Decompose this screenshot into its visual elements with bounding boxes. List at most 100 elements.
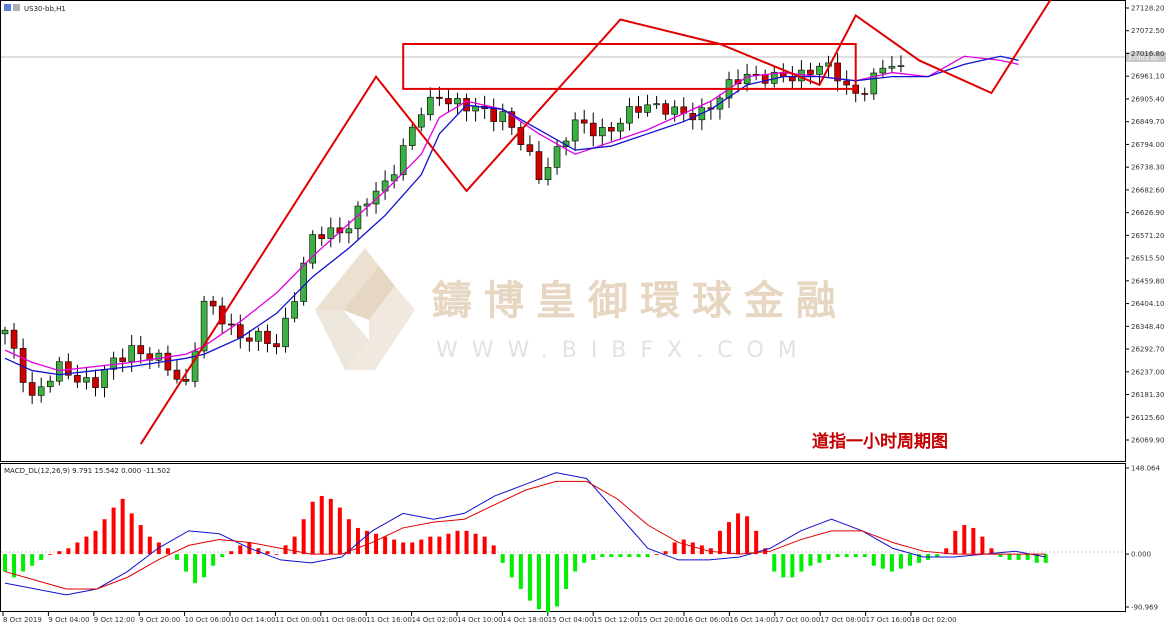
candle-body [182,378,190,382]
macd-histogram-bar [392,539,397,555]
price-axis-label: 27072.50 [1131,27,1164,35]
candle-body [807,69,814,75]
candle-body [761,74,769,84]
candle-body [309,234,317,264]
macd-histogram-bar [66,548,71,555]
macd-histogram-bar [898,554,903,569]
macd-histogram-bar [717,530,722,555]
price-axis-label: 26905.40 [1131,95,1164,103]
candle-body [861,93,869,95]
macd-histogram-bar [355,527,360,555]
candle-body [318,234,326,239]
macd-histogram-bar [844,554,849,558]
macd-histogram-bar [84,536,89,555]
macd-histogram-bar [889,554,894,572]
candle-body [83,377,90,383]
candle-body [743,73,751,85]
macd-histogram-bar [328,498,333,555]
macd-histogram-bar [274,554,279,555]
price-axis-label: 26626.90 [1131,209,1164,217]
candle-body [372,190,380,205]
macd-panel[interactable] [0,463,1126,612]
macd-histogram-bar [944,548,949,555]
macd-histogram-bar [365,530,369,555]
macd-histogram-bar [509,554,514,578]
macd-histogram-bar [147,536,152,555]
macd-histogram-bar [817,554,822,563]
symbol-icon [4,4,11,11]
macd-histogram-bar [573,554,578,572]
macd-histogram-bar [1025,554,1030,560]
price-axis-label: 26237.00 [1131,368,1164,376]
macd-histogram-bar [482,536,487,555]
price-axis-label: 26738.30 [1131,164,1164,172]
macd-histogram-bar [319,495,324,555]
macd-histogram-bar [57,551,62,555]
candle-body [191,350,199,382]
candle-body [92,377,99,388]
candle-body [589,122,597,137]
price-axis-label: 26849.70 [1131,118,1164,126]
macd-histogram-bar [989,548,994,555]
macd-histogram-bar [383,536,388,555]
macd-histogram-bar [727,522,731,555]
macd-histogram-bar [111,507,116,555]
macd-indicator-label: MACD_DL(12,26,9) 9.791 15.542 0.000 -11.… [4,467,170,475]
macd-histogram-bar [21,554,26,572]
macd-histogram-bar [645,554,650,558]
macd-histogram-bar [862,554,867,558]
main-price-panel[interactable] [0,0,1126,462]
current-price-label: 27003.80 [1128,54,1159,62]
macd-lines [4,472,1046,596]
time-axis-label: 17 Oct 16:00 [866,616,912,624]
candle-body [436,96,443,99]
candle-body [327,227,335,239]
macd-histogram-bar [374,533,379,555]
candle-body [209,300,217,307]
bib-logo-icon [315,248,415,370]
macd-histogram-bar [591,554,596,560]
time-axis-label: 14 Oct 18:00 [502,616,548,624]
macd-histogram-bar [1016,554,1021,560]
macd-histogram-bar [174,554,179,560]
price-axis-label: 27128.20 [1131,5,1164,13]
candle-body [55,361,63,382]
candle-body [28,382,36,396]
macd-histogram-bar [193,554,198,584]
time-axis-label: 14 Oct 02:00 [412,616,458,624]
macd-histogram-bar [346,519,351,555]
macd-histogram-bar [48,554,53,555]
macd-histogram-bar [962,525,967,555]
macd-histogram-bar [618,554,623,558]
macd-histogram-bar [437,536,442,555]
macd-histogram-bar [799,554,804,572]
macd-histogram-bar [600,554,605,558]
candle-body [10,329,18,349]
macd-histogram-bar [546,554,550,613]
macd-histogram-bar [917,554,922,563]
candle-body [336,227,344,234]
candle-body [300,262,307,302]
pattern-annotations [139,0,1052,445]
candle-body [227,323,235,326]
candle-body [870,72,878,95]
macd-histogram-bar [211,554,216,566]
macd-histogram-bar [826,554,831,560]
macd-histogram-bar [292,536,297,555]
price-axis-label: 26515.50 [1131,255,1164,263]
macd-histogram-bar [138,525,143,555]
symbol-label: US30-bb,H1 [24,5,66,13]
macd-histogram-bar [310,501,315,555]
candle-body [46,380,54,388]
macd-histogram-bar [663,551,668,555]
macd-histogram-bar [473,533,478,555]
candle-body [535,151,543,180]
macd-histogram-bar [455,530,460,555]
macd-histogram-bar [30,554,35,566]
candle-body [246,337,253,342]
symbol-header: US30-bb,H1 [4,4,66,13]
price-axis-label: 26682.60 [1131,186,1164,194]
macd-histogram-bar [238,545,243,555]
